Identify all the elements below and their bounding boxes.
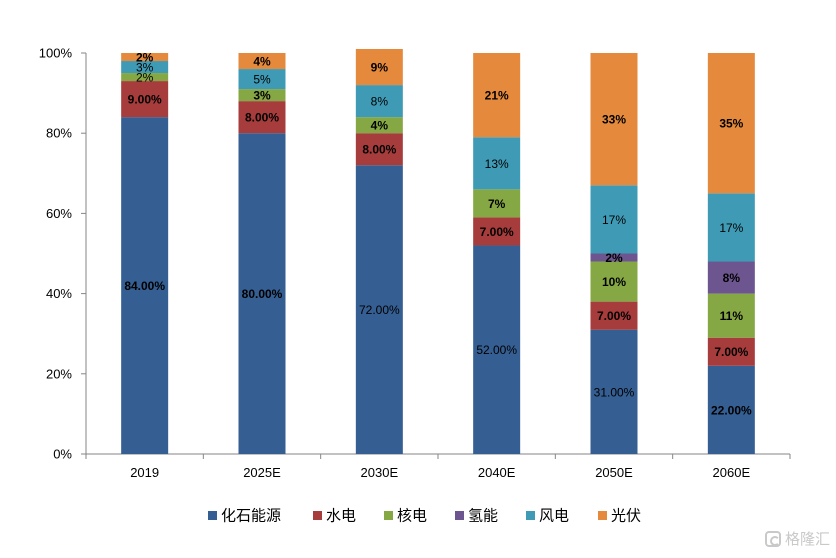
bar-segment	[707, 53, 755, 194]
y-tick-label: 20%	[46, 366, 72, 381]
data-label: 84.00%	[124, 279, 165, 293]
data-label: 7.00%	[480, 225, 514, 239]
data-label: 21%	[485, 89, 509, 103]
bar-segment	[121, 53, 169, 62]
data-label: 7.00%	[597, 309, 631, 323]
watermark-text: 格隆汇	[784, 530, 830, 548]
data-label: 4%	[253, 55, 271, 69]
y-tick-label: 60%	[46, 206, 72, 221]
data-label: 35%	[719, 117, 743, 131]
bar-segment	[121, 61, 169, 74]
legend-label: 光伏	[611, 507, 641, 525]
legend-swatch	[384, 511, 393, 520]
data-label: 2%	[136, 71, 154, 85]
data-label: 8%	[723, 271, 741, 285]
bar-segment	[590, 261, 638, 302]
bar-segment	[238, 133, 286, 454]
bar-segment	[590, 185, 638, 254]
bar-segment	[707, 193, 755, 262]
bar-segment	[707, 365, 755, 454]
bar-segment	[355, 48, 403, 86]
bar-segment	[238, 53, 286, 70]
x-tick-label: 2025E	[243, 465, 281, 480]
bar-segment	[473, 137, 521, 190]
watermark-logo-icon	[764, 530, 781, 547]
data-label: 10%	[602, 275, 626, 289]
legend-label: 核电	[397, 507, 427, 525]
bar-segment	[121, 73, 169, 82]
data-label: 3%	[136, 61, 154, 75]
data-label: 11%	[720, 309, 744, 323]
legend-label: 化石能源	[221, 507, 281, 525]
bar-segment	[473, 245, 521, 454]
watermark: 格隆汇	[764, 528, 830, 549]
data-label: 80.00%	[242, 287, 283, 301]
bar-segment	[473, 53, 521, 138]
bar-segment	[707, 293, 755, 338]
bar-segment	[355, 85, 403, 118]
bar-segment	[473, 217, 521, 246]
bar-segment	[590, 53, 638, 186]
data-label: 17%	[719, 221, 743, 235]
legend-swatch	[526, 511, 535, 520]
x-tick-label: 2019	[130, 465, 159, 480]
legend-swatch	[313, 511, 322, 520]
bar-segment	[707, 261, 755, 294]
x-tick-label: 2060E	[713, 465, 751, 480]
data-label: 3%	[253, 89, 271, 103]
data-label: 52.00%	[476, 343, 517, 357]
data-label: 8.00%	[362, 143, 396, 157]
bar-segment	[238, 89, 286, 102]
y-tick-label: 40%	[46, 286, 72, 301]
legend-label: 氢能	[468, 507, 498, 525]
bar-segment	[707, 337, 755, 366]
data-label: 31.00%	[594, 385, 635, 399]
data-label: 7.00%	[714, 345, 748, 359]
bar-segment	[121, 117, 169, 454]
bar-segment	[355, 133, 403, 166]
bar-segment	[355, 165, 403, 454]
data-label: 2%	[136, 51, 154, 65]
data-label: 72.00%	[359, 303, 400, 317]
y-tick-label: 80%	[46, 126, 72, 141]
bar-segment	[590, 329, 638, 454]
bar-segment	[590, 253, 638, 262]
data-label: 2%	[605, 251, 623, 265]
bar-segment	[238, 69, 286, 90]
bar-segment	[121, 81, 169, 118]
legend-label: 风电	[539, 507, 569, 525]
legend-label: 水电	[326, 507, 356, 525]
x-tick-label: 2040E	[478, 465, 516, 480]
data-label: 5%	[253, 73, 271, 87]
bar-segment	[473, 189, 521, 218]
data-label: 17%	[602, 213, 626, 227]
x-tick-label: 2030E	[361, 465, 399, 480]
data-label: 8%	[371, 95, 389, 109]
data-label: 22.00%	[711, 403, 752, 417]
bar-segment	[238, 101, 286, 134]
bar-segment	[590, 301, 638, 330]
y-tick-label: 0%	[53, 447, 72, 462]
data-label: 4%	[371, 119, 389, 133]
data-label: 13%	[485, 157, 509, 171]
bar-segment	[355, 117, 403, 134]
legend-swatch	[455, 511, 464, 520]
data-label: 8.00%	[245, 111, 279, 125]
legend-swatch	[208, 511, 217, 520]
legend-swatch	[598, 511, 607, 520]
data-label: 33%	[602, 113, 626, 127]
data-label: 9%	[371, 61, 389, 75]
data-label: 7%	[488, 197, 506, 211]
y-tick-label: 100%	[39, 46, 73, 61]
data-label: 9.00%	[128, 93, 162, 107]
x-tick-label: 2050E	[595, 465, 633, 480]
